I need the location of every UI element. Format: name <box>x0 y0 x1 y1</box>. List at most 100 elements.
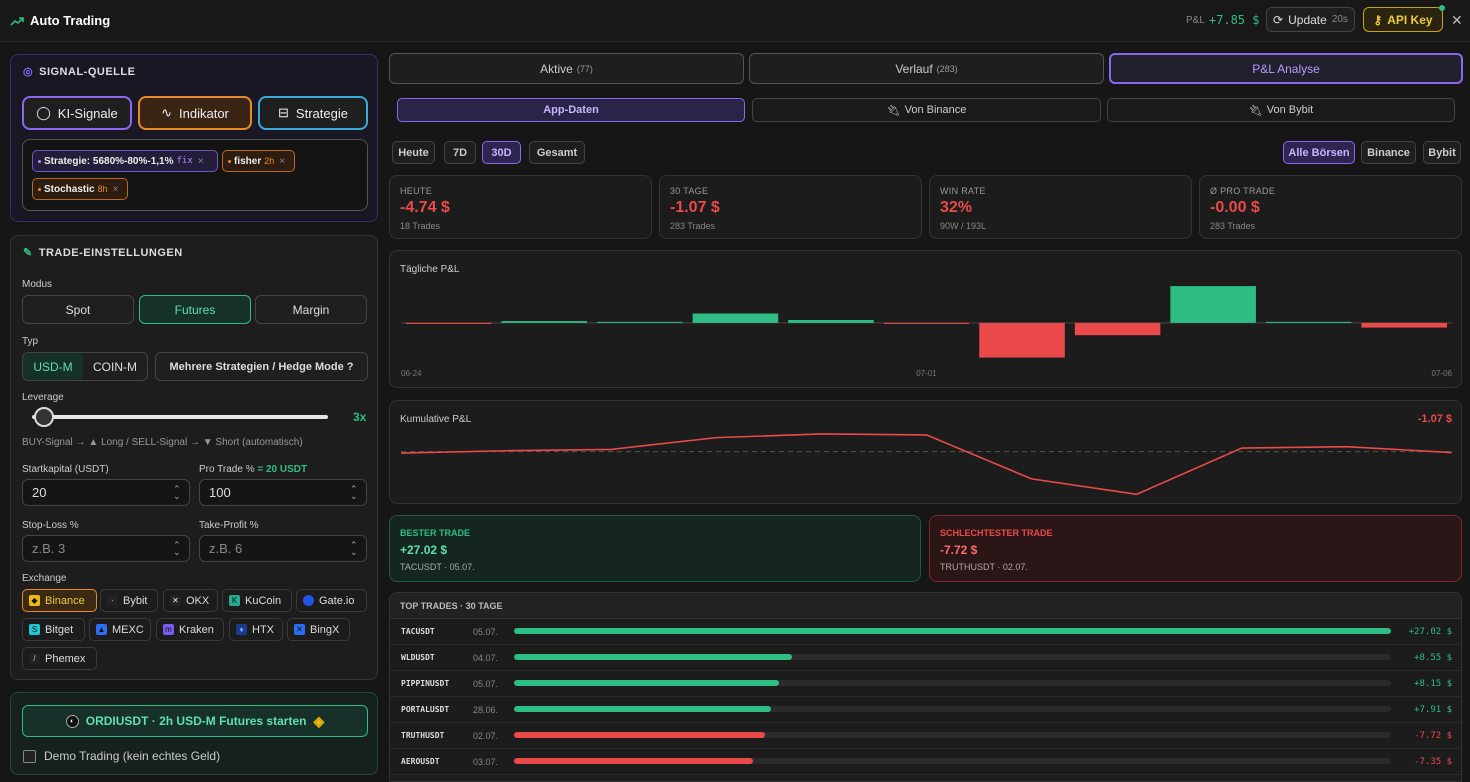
table-row[interactable]: PORTALUSDT 28.06. +7.91 $ <box>390 697 1461 723</box>
close-icon[interactable]: ✕ <box>1451 12 1463 28</box>
remove-icon[interactable]: × <box>279 155 286 167</box>
stepper-icon[interactable]: ⌃ ⌄ <box>350 540 358 557</box>
table-row[interactable]: PIPPINUSDT 05.07. +8.15 $ <box>390 671 1461 697</box>
start-trading-button[interactable]: ◐ ORDIUSDT · 2h USD-M Futures starten ◈ <box>22 705 368 737</box>
exchange-htx[interactable]: ♦ HTX <box>229 618 283 641</box>
exchange-kucoin[interactable]: K KuCoin <box>222 589 292 612</box>
exchange-okx[interactable]: ✕ OKX <box>163 589 218 612</box>
daily-bar <box>1361 322 1447 328</box>
trade-symbol: AEROUSDT <box>401 757 440 766</box>
table-row[interactable]: TRUTHUSDT 02.07. -7.72 $ <box>390 723 1461 749</box>
daily-bar <box>692 313 779 323</box>
type-coinm-button[interactable]: COIN-M <box>93 359 137 374</box>
take-profit-input[interactable]: z.B. 6 ⌃ ⌄ <box>199 535 367 562</box>
source-tab-bybit[interactable]: 🔌︎ Von Bybit <box>1107 98 1455 122</box>
type-usdm-button[interactable]: USD-M <box>23 353 83 380</box>
tab-aktive[interactable]: Aktive (77) <box>389 53 744 84</box>
stat-card-win-rate: WIN RATE 32% 90W / 193L <box>929 175 1192 239</box>
binance-icon: ◆ <box>29 595 40 606</box>
signal-hint: BUY-Signal → ▲ Long / SELL-Signal → ▼ Sh… <box>22 437 303 448</box>
demo-checkbox[interactable] <box>23 749 36 763</box>
trending-up-icon <box>10 16 24 26</box>
worst-trade-title: SCHLECHTESTER TRADE <box>940 528 1053 538</box>
filter-alle-boersen[interactable]: Alle Börsen <box>1283 141 1355 164</box>
filter-binance[interactable]: Binance <box>1361 141 1416 164</box>
source-ki-signale[interactable]: ◯ KI-Signale <box>22 96 132 130</box>
source-indikator[interactable]: ∿ Indikator <box>138 96 252 130</box>
table-row[interactable]: WLDUSDT 04.07. +8.55 $ <box>390 645 1461 671</box>
api-key-button[interactable]: ⚷ API Key <box>1363 5 1445 32</box>
pro-trade-hint: = 20 USDT <box>257 464 308 475</box>
x-tick-label: 07-01 <box>916 369 937 378</box>
source-tab-app[interactable]: App-Daten <box>397 98 745 122</box>
stop-loss-label: Stop-Loss % <box>22 520 79 531</box>
period-gesamt[interactable]: Gesamt <box>529 141 585 164</box>
source-strategie[interactable]: ⊟ Strategie <box>258 96 368 130</box>
okx-icon: ✕ <box>170 595 181 606</box>
period-7d[interactable]: 7D <box>444 141 476 164</box>
mode-futures-button[interactable]: Futures <box>139 295 251 324</box>
stat-value: 32% <box>940 199 973 216</box>
hedge-mode-button[interactable]: Mehrere Strategien / Hedge Mode ? <box>155 352 368 381</box>
exchange-bitget[interactable]: S Bitget <box>22 618 85 641</box>
exchange-mexc[interactable]: ▲ MEXC <box>89 618 151 641</box>
take-profit-label: Take-Profit % <box>199 520 259 531</box>
exchange-phemex[interactable]: / Phemex <box>22 647 97 670</box>
table-row[interactable]: AEROUSDT 03.07. -7.35 $ <box>390 749 1461 775</box>
x-tick-label: 06-24 <box>401 369 422 378</box>
daily-bar <box>883 322 970 324</box>
exchange-bingx[interactable]: ✕ BingX <box>287 618 350 641</box>
startkapital-value: 20 <box>32 485 47 500</box>
tag-strategie[interactable]: Strategie: 5680%-80%-1,1% fix × <box>32 150 218 172</box>
worst-trade-value: -7.72 $ <box>940 543 978 557</box>
stepper-icon[interactable]: ⌃ ⌄ <box>173 484 181 501</box>
take-profit-placeholder: z.B. 6 <box>209 541 243 556</box>
tab-verlauf[interactable]: Verlauf (283) <box>749 53 1104 84</box>
table-row[interactable]: TACUSDT 05.07. +27.02 $ <box>390 619 1461 645</box>
exchange-kraken[interactable]: m Kraken <box>156 618 224 641</box>
filter-bybit[interactable]: Bybit <box>1423 141 1461 164</box>
tag-stochastic[interactable]: Stochastic 8h × <box>32 178 128 200</box>
trade-date: 02.07. <box>473 731 499 741</box>
stat-title: WIN RATE <box>940 186 986 196</box>
exchange-bybit[interactable]: · Bybit <box>100 589 158 612</box>
stop-loss-input[interactable]: z.B. 3 ⌃ ⌄ <box>22 535 190 562</box>
leverage-slider-track[interactable] <box>32 415 328 419</box>
tab-pnl-analyse[interactable]: P&L Analyse <box>1109 53 1463 84</box>
remove-icon[interactable]: × <box>197 155 204 167</box>
tag-dot <box>38 159 41 163</box>
worst-trade-card: SCHLECHTESTER TRADE -7.72 $ TRUTHUSDT · … <box>929 515 1462 582</box>
source-label: KI-Signale <box>57 105 118 121</box>
bitget-icon: S <box>29 624 40 635</box>
mode-margin-button[interactable]: Margin <box>255 295 367 324</box>
signal-source-panel: ◎ SIGNAL-QUELLE ◯ KI-Signale ∿ Indikator ⊟… <box>10 54 378 222</box>
stat-sub: 18 Trades <box>400 221 441 231</box>
stepper-icon[interactable]: ⌃ ⌄ <box>173 540 181 557</box>
leverage-slider-thumb[interactable] <box>33 407 54 427</box>
bingx-icon: ✕ <box>294 624 305 635</box>
demo-trading-option[interactable]: Demo Trading (kein echtes Geld) <box>23 749 220 763</box>
pro-trade-input[interactable]: 100 ⌃ ⌄ <box>199 479 367 506</box>
period-30d[interactable]: 30D <box>482 141 521 164</box>
remove-icon[interactable]: × <box>112 183 119 195</box>
update-seconds: 20s <box>1331 14 1348 25</box>
exchange-name: OKX <box>186 594 210 607</box>
pro-trade-label-group: Pro Trade % = 20 USDT <box>199 464 307 475</box>
trade-bar-track <box>514 654 1391 660</box>
period-heute[interactable]: Heute <box>392 141 435 164</box>
mode-spot-button[interactable]: Spot <box>22 295 134 324</box>
trade-symbol: PIPPINUSDT <box>401 679 450 688</box>
startkapital-label: Startkapital (USDT) <box>22 464 109 475</box>
trade-value: +8.55 $ <box>1414 653 1452 663</box>
app-title-text: Auto Trading <box>30 13 111 28</box>
exchange-gateio[interactable]: Gate.io <box>296 589 367 612</box>
stat-card-pro-trade: Ø PRO TRADE -0.00 $ 283 Trades <box>1199 175 1462 239</box>
trade-bar-track <box>514 680 1391 686</box>
source-tab-binance[interactable]: 🔌︎ Von Binance <box>752 98 1101 122</box>
update-button[interactable]: ⟳ Update 20s <box>1266 7 1355 32</box>
stepper-icon[interactable]: ⌃ ⌄ <box>350 484 358 501</box>
exchange-binance[interactable]: ◆ Binance <box>22 589 97 612</box>
tag-fisher[interactable]: fisher 2h × <box>222 150 295 172</box>
startkapital-input[interactable]: 20 ⌃ ⌄ <box>22 479 190 506</box>
source-label: Indikator <box>179 105 229 121</box>
